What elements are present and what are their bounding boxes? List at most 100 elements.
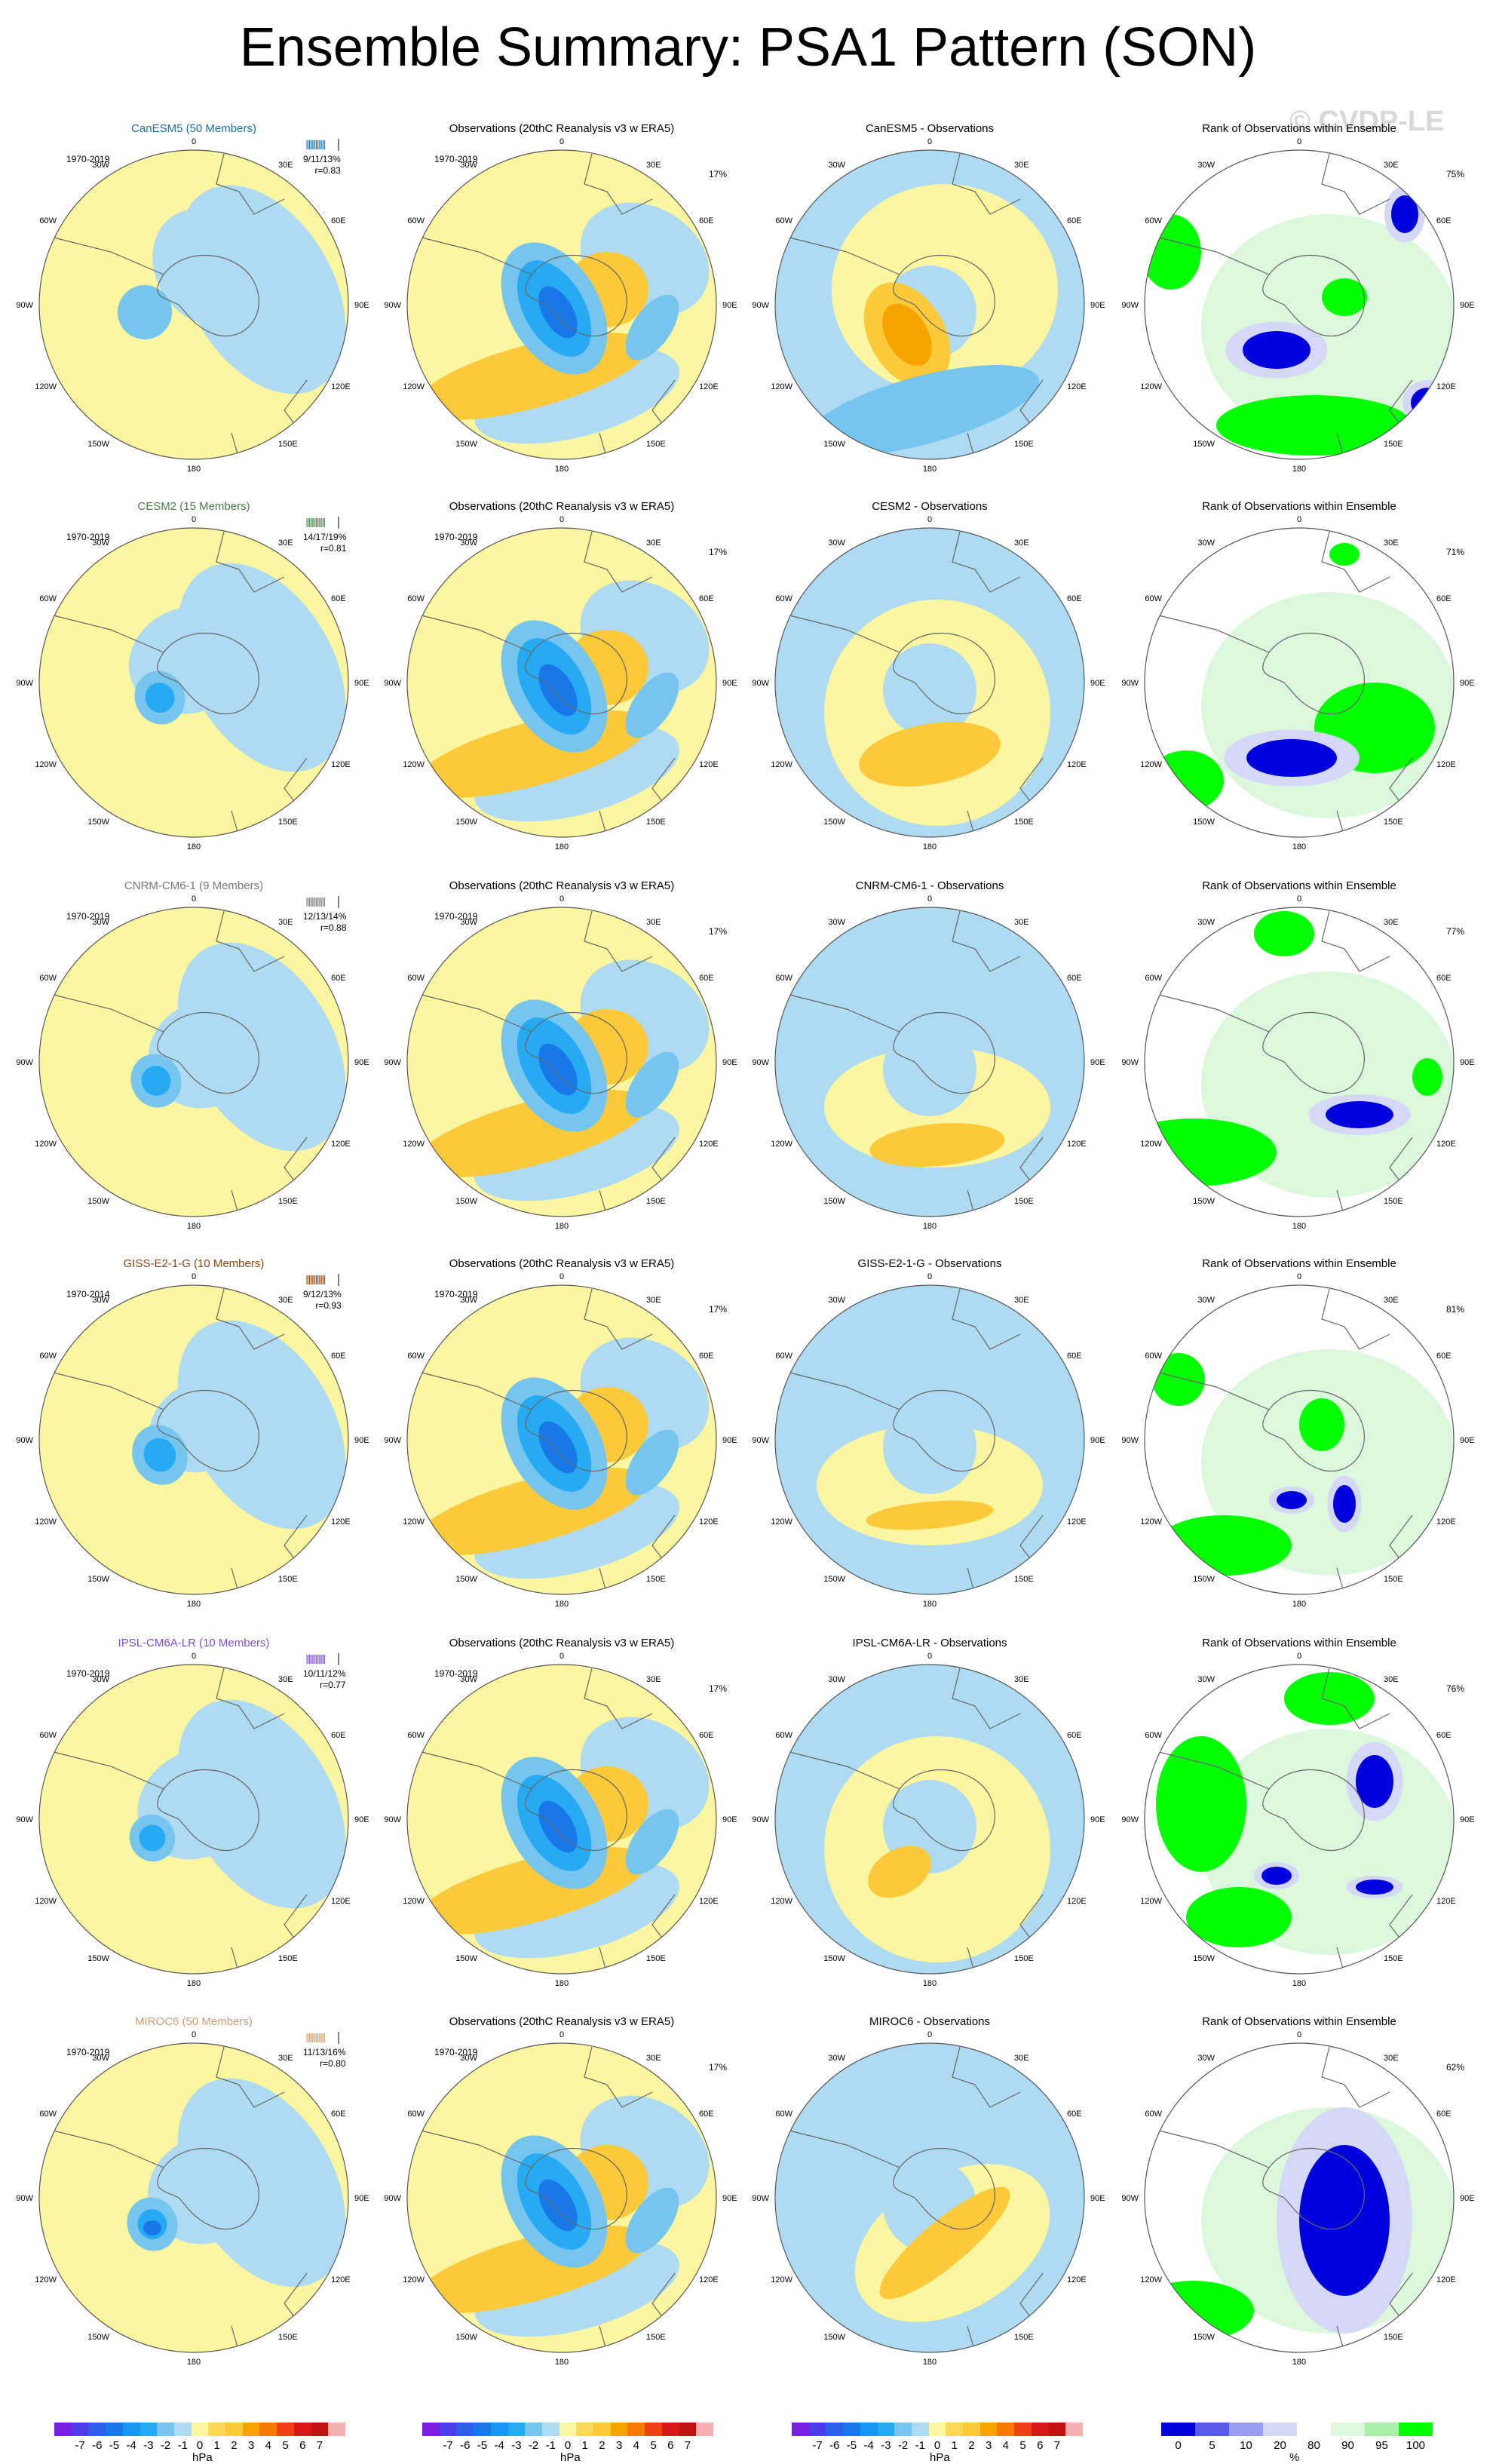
map-label-tl2: 60W [1145, 974, 1162, 983]
map-label-br1: 120E [331, 1140, 351, 1149]
map-label-br1: 120E [1067, 2275, 1087, 2284]
colorbar-tick: 0 [1175, 2439, 1182, 2452]
map-label-bl2: 150W [823, 440, 845, 449]
colorbar-cell [293, 2423, 311, 2436]
antarctica-coastline [893, 255, 995, 337]
map-label-tr1: 30E [278, 918, 293, 927]
africa-coastline [1321, 153, 1390, 215]
variance-percent: 17% [709, 1304, 728, 1315]
south-america-coastline [50, 1751, 164, 1790]
map-boundary [1144, 1664, 1455, 1975]
colorbar-cell [242, 2423, 260, 2436]
map-boundary [406, 1284, 717, 1595]
variance-percent: 62% [1446, 2062, 1465, 2073]
negative-core [145, 683, 175, 713]
diff-title: CanESM5 - Observations [865, 122, 995, 135]
colorbar-cell [88, 2423, 106, 2436]
map-label-right: 90E [1460, 301, 1475, 310]
map-label-bl1: 120W [1140, 2275, 1162, 2284]
map-label-bl2: 150W [455, 1575, 477, 1584]
panel-obs-row1: Observations (20thC Reanalysis v3 w ERA5… [384, 122, 762, 477]
colorbar-tick: -3 [511, 2439, 522, 2452]
colorbar-cell [963, 2423, 980, 2436]
map-label-br1: 120E [331, 1897, 351, 1906]
diff-title: CESM2 - Observations [872, 500, 988, 513]
polar-map: 0 180 90W 90E 30W 60W 30E 60E 120W 150W 120E 150E [1121, 2030, 1474, 2367]
map-boundary [774, 1664, 1085, 1975]
negative-anomaly [805, 364, 1039, 456]
panel-diff-row4: GISS-E2-1-G - Observations 0 180 90W 90E 30W 6… [752, 1257, 1130, 1612]
map-label-bl2: 150W [823, 2333, 845, 2342]
map-label-tr1: 30E [646, 918, 661, 927]
panel-diff-row5: IPSL-CM6A-LR - Observations 0 180 90W 90E 30W… [752, 1637, 1130, 1991]
map-label-tl2: 60W [39, 974, 57, 983]
map-label-tl1: 30W [1197, 1296, 1215, 1305]
negative-core [538, 664, 578, 716]
map-label-br2: 150E [1014, 1575, 1034, 1584]
panel-model-row4: GISS-E2-1-G (10 Members) 1970-2014 9/12/13… [16, 1257, 394, 1612]
map-label-top: 0 [559, 1272, 564, 1281]
map-label-bottom: 180 [555, 465, 569, 474]
map-label-bl2: 150W [823, 818, 845, 827]
map-label-left: 90W [384, 2194, 401, 2203]
south-america-coastline [1155, 1751, 1270, 1790]
panel-rank-row6: Rank of Observations within Ensemble 62% 0… [1121, 2015, 1496, 2370]
map-label-left: 90W [752, 301, 769, 310]
variance-percent: 71% [1446, 547, 1465, 557]
panel-model-row5: IPSL-CM6A-LR (10 Members) 1970-2019 10/11/… [16, 1637, 394, 1991]
map-label-bl1: 120W [403, 382, 425, 391]
rank-low [1356, 1879, 1393, 1895]
antarctica-coastline [525, 1769, 627, 1852]
obs-title: Observations (20thC Reanalysis v3 w ERA5… [449, 122, 675, 135]
colorbar-tick: -7 [75, 2439, 85, 2452]
member-tick-strip [306, 517, 339, 529]
rank-light [1201, 1349, 1454, 1576]
map-label-br1: 120E [1067, 1897, 1087, 1906]
antarctica-coastline [157, 633, 259, 715]
map-label-tr1: 30E [278, 1296, 293, 1305]
map-label-top: 0 [559, 894, 564, 904]
colorbar-tick: 5 [1209, 2439, 1216, 2452]
map-label-tl1: 30W [92, 918, 109, 927]
rank-high [1284, 1672, 1375, 1725]
map-label-tl2: 60W [775, 974, 792, 983]
colorbar-tick: 4 [265, 2439, 271, 2452]
ensemble-stats: 9/11/13% r=0.83 [303, 154, 341, 176]
map-label-tr1: 30E [1384, 539, 1399, 548]
map-label-br2: 150E [278, 1197, 298, 1206]
map-label-br1: 120E [699, 1517, 719, 1527]
antarctica-coastline [1262, 1390, 1365, 1472]
period-label: 1970-2019 [434, 2047, 478, 2057]
map-boundary [774, 149, 1085, 460]
map-label-br2: 150E [1014, 440, 1034, 449]
polar-map: 0 180 90W 90E 30W 60W 30E 60E 120W 150W 120E 150E [16, 1272, 369, 1609]
map-label-left: 90W [1121, 301, 1139, 310]
polar-map: 0 180 90W 90E 30W 60W 30E 60E 120W 150W 120E 150E [1121, 1272, 1474, 1609]
variance-percent: 17% [709, 2062, 728, 2073]
south-america-coastline [50, 1371, 164, 1410]
map-label-top: 0 [559, 137, 564, 146]
colorbar-cell [661, 2423, 679, 2436]
model-title: GISS-E2-1-G (10 Members) [123, 1257, 265, 1270]
south-america-coastline [50, 993, 164, 1033]
map-label-bl1: 120W [403, 760, 425, 769]
map-label-tl1: 30W [92, 161, 109, 170]
rank-title: Rank of Observations within Ensemble [1202, 122, 1396, 135]
map-boundary [38, 149, 349, 460]
colorbar-cell [106, 2423, 123, 2436]
map-label-tl2: 60W [407, 594, 425, 603]
map-label-left: 90W [1121, 1815, 1139, 1824]
map-label-right: 90E [722, 301, 737, 310]
map-boundary [774, 1284, 1085, 1595]
watermark: © CVDP-LE [1289, 106, 1445, 137]
map-label-tr2: 60E [1436, 2110, 1452, 2119]
map-label-left: 90W [384, 1815, 401, 1824]
colorbar-cell [328, 2423, 345, 2436]
map-label-bottom: 180 [1292, 1222, 1306, 1231]
period-label: 1970-2014 [66, 1289, 110, 1300]
map-label-right: 90E [1090, 1815, 1105, 1824]
polar-map: 0 180 90W 90E 30W 60W 30E 60E 120W 150W 120E 150E [752, 2030, 1105, 2367]
africa-coastline [216, 1668, 285, 1729]
variance-percent: 75% [1446, 169, 1465, 180]
variance-percent: 17% [709, 926, 728, 937]
